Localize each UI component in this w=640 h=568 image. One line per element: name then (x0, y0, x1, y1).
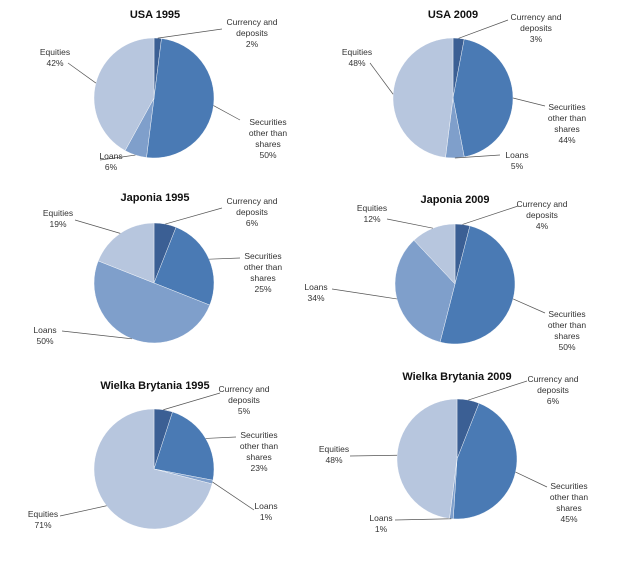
data-label: Currency and deposits 2% (226, 17, 277, 49)
data-label: Loans 1% (369, 513, 392, 534)
leader-line (512, 298, 546, 314)
pie-slice (396, 398, 458, 519)
chart-title: USA 2009 (428, 9, 478, 21)
leader-line (512, 97, 546, 107)
pie-chart-5: Wielka Brytania 1995 Currency and deposits… (28, 380, 279, 530)
leader-line (74, 219, 121, 234)
data-label: Securities other than shares 44% (548, 102, 587, 145)
leader-line (331, 288, 397, 300)
data-label: Securities other than shares 25% (244, 251, 283, 294)
leader-line (394, 518, 452, 521)
leader-line (59, 505, 107, 517)
chart-title: Wielka Brytania 1995 (100, 380, 209, 392)
pie-chart-6: Wielka Brytania 2009 Currency and deposits… (319, 371, 589, 534)
data-label: Currency and deposits 5% (218, 384, 269, 416)
data-label: Equities 12% (357, 203, 387, 224)
leader-line (99, 154, 136, 161)
leader-line (165, 207, 223, 225)
chart-title: Japonia 1995 (120, 192, 189, 204)
data-label: Securities other than shares 23% (240, 430, 279, 473)
leader-line (157, 28, 223, 39)
leader-line (61, 330, 132, 340)
chart-title: Japonia 2009 (420, 194, 489, 206)
leader-line (213, 105, 241, 121)
pie-slice (453, 402, 518, 520)
pie-chart-3: Japonia 1995 Currency and deposits 6% Securi… (33, 192, 282, 346)
data-label: Loans 50% (33, 325, 56, 346)
leader-line (163, 392, 221, 411)
leader-line (468, 380, 528, 401)
leader-line (369, 62, 394, 95)
leader-line (386, 218, 433, 229)
data-label: Currency and deposits 6% (226, 196, 277, 228)
data-label: Currency and deposits 6% (527, 374, 578, 406)
data-label: Securities other than shares 45% (550, 481, 589, 524)
data-label: Loans 5% (505, 150, 528, 171)
pie-slice (394, 239, 456, 343)
data-label: Currency and deposits 4% (516, 199, 567, 231)
data-label: Loans 6% (99, 151, 122, 172)
chart-title: USA 1995 (130, 9, 180, 21)
data-label: Securities other than shares 50% (249, 117, 288, 160)
leader-line (67, 62, 97, 84)
pie-slice (439, 225, 516, 345)
leader-line (454, 154, 501, 159)
pie-chart-4: Japonia 2009 Currency and deposits 4% Securi… (304, 194, 586, 352)
data-label: Equities 71% (28, 509, 58, 530)
leader-line (212, 481, 255, 511)
leader-line (209, 257, 241, 260)
pie-slice (153, 226, 215, 306)
pie-slice (392, 37, 454, 158)
chart-title: Wielka Brytania 2009 (402, 371, 511, 383)
data-label: Equities 48% (342, 47, 372, 68)
data-label: Loans 34% (304, 282, 327, 303)
pie-slice (93, 260, 211, 344)
data-label: Equities 42% (40, 47, 70, 68)
data-label: Equities 19% (43, 208, 73, 229)
leader-line (205, 436, 237, 439)
leader-line (458, 19, 509, 39)
data-label: Equities 48% (319, 444, 349, 465)
leader-line (349, 454, 398, 457)
data-label: Loans 1% (254, 501, 277, 522)
leader-line (462, 205, 519, 225)
pie-chart-1: USA 1995 Currency and deposits 2% Securities… (40, 9, 288, 172)
pie-slice (452, 38, 514, 158)
data-label: Currency and deposits 3% (510, 12, 561, 44)
leader-line (515, 471, 548, 488)
data-label: Securities other than shares 50% (548, 309, 587, 352)
pie-slice (93, 37, 155, 151)
pie-slice (153, 411, 215, 481)
pie-chart-2: USA 2009 Currency and deposits 3% Securities… (342, 9, 587, 171)
